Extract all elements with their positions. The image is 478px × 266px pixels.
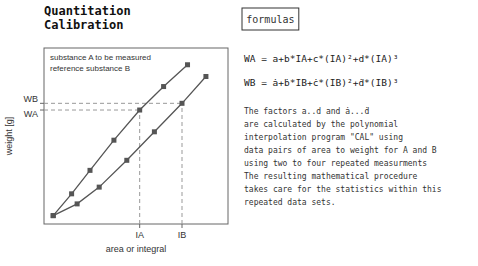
formula: WB = ȧ+ḃ*IB+ċ*(IB)²+ḋ*(IB)³ <box>244 77 398 88</box>
formula: WA = a+b*IA+c*(IA)²+d*(IA)³ <box>244 53 398 64</box>
description-line: The resulting mathematical procedure <box>244 172 418 181</box>
y-tick <box>40 103 44 104</box>
box-frame <box>242 8 299 30</box>
annotation: reference substance B <box>50 64 130 73</box>
series-marker <box>111 138 116 143</box>
series-marker <box>152 129 157 134</box>
description-line: data pairs of area to weight for A and B <box>244 146 437 155</box>
series-marker <box>75 201 80 206</box>
series-marker <box>69 191 74 196</box>
description-line: takes care for the statistics within thi… <box>244 185 442 194</box>
series-marker <box>137 108 142 113</box>
series-marker <box>97 185 102 190</box>
series-marker <box>180 101 185 106</box>
description-line: repeated data sets. <box>244 198 336 207</box>
annotation: substance A to be measured <box>50 53 151 62</box>
series-marker <box>161 84 166 89</box>
x-axis-label: area or integral <box>106 244 167 254</box>
description: The factors a..d and ȧ...ḋ are calculated… <box>244 107 442 207</box>
series-marker <box>203 74 208 79</box>
title-line: Calibration <box>44 18 123 32</box>
title: QuantitationCalibration <box>44 4 131 32</box>
description-line: interpolation program "CAL" using <box>244 133 403 142</box>
title-line: Quantitation <box>44 4 131 18</box>
chart-svg: QuantitationCalibration IA IB WA WB area or i… <box>0 0 478 266</box>
plot-data <box>44 62 208 224</box>
y-tick <box>40 110 44 111</box>
x-tick <box>139 224 140 228</box>
guide-horizontal <box>44 110 140 111</box>
guide-vertical <box>182 103 183 224</box>
plot-frame <box>44 48 228 224</box>
series-marker <box>88 168 93 173</box>
series-marker <box>124 158 129 163</box>
box-title: formulas <box>246 14 294 25</box>
chart-container: QuantitationCalibration IA IB WA WB area or i… <box>0 0 478 266</box>
x-tick-label: IB <box>178 230 187 240</box>
series-marker <box>185 62 190 67</box>
guide-vertical <box>139 110 140 224</box>
y-tick-label: WA <box>24 109 38 119</box>
x-tick-label: IA <box>135 230 144 240</box>
description-line: using two to four repeated measurments <box>244 159 427 168</box>
series-line <box>53 65 187 216</box>
x-tick <box>182 224 183 228</box>
series-marker <box>51 213 56 218</box>
guide-horizontal <box>44 103 182 104</box>
series-marker <box>51 213 56 218</box>
description-line: The factors a..d and ȧ...ḋ <box>244 107 369 116</box>
description-line: are calculated by the polynomial <box>244 120 398 129</box>
y-tick-label: WB <box>24 94 39 104</box>
series-line <box>53 77 206 216</box>
y-axis-label: weight [g] <box>4 117 14 157</box>
